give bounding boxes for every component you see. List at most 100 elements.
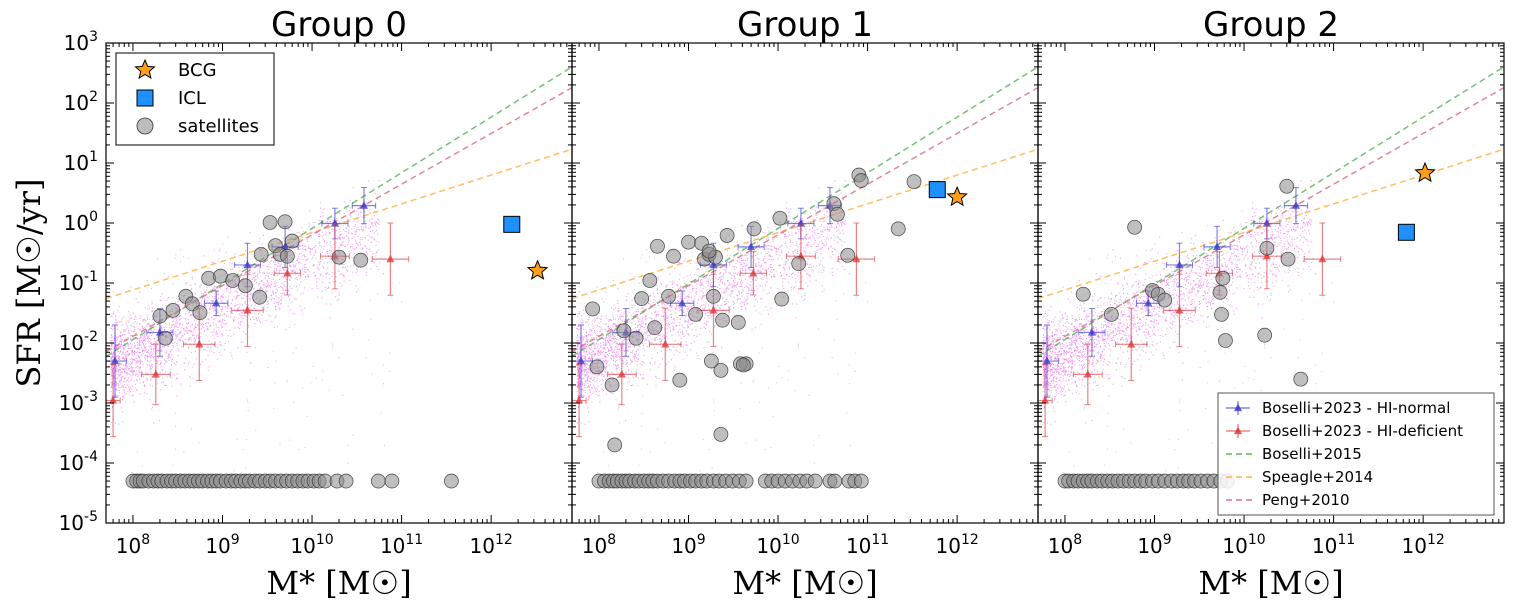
cloud-point <box>233 316 235 318</box>
cloud-point <box>125 346 127 348</box>
cloud-point <box>330 220 332 222</box>
cloud-point <box>791 258 793 260</box>
cloud-point <box>376 230 378 232</box>
cloud-point <box>110 337 112 339</box>
cloud-point <box>276 290 278 292</box>
cloud-point <box>576 375 578 377</box>
cloud-point <box>374 222 376 224</box>
cloud-point <box>762 232 764 234</box>
cloud-point <box>796 245 798 247</box>
cloud-point <box>284 293 286 295</box>
cloud-point <box>204 291 206 293</box>
cloud-point <box>221 333 223 335</box>
cloud-point <box>304 266 306 268</box>
cloud-point <box>758 269 760 271</box>
cloud-point <box>645 332 647 334</box>
cloud-point <box>809 274 811 276</box>
cloud-point <box>729 256 731 258</box>
cloud-point <box>202 324 204 326</box>
cloud-point <box>624 350 626 352</box>
cloud-point <box>242 297 244 299</box>
cloud-point <box>147 339 149 341</box>
cloud-point <box>673 329 675 331</box>
cloud-point <box>110 341 112 343</box>
cloud-point <box>699 320 701 322</box>
cloud-point <box>605 352 607 354</box>
cloud-point <box>673 322 675 324</box>
cloud-point <box>167 345 169 347</box>
cloud-point <box>255 275 257 277</box>
cloud-point <box>110 343 112 345</box>
cloud-point <box>121 343 123 345</box>
cloud-point <box>133 329 135 331</box>
cloud-point <box>152 385 154 387</box>
cloud-point <box>111 313 113 315</box>
cloud-point <box>359 241 361 243</box>
cloud-point <box>275 309 277 311</box>
cloud-point <box>736 294 738 296</box>
cloud-point <box>670 313 672 315</box>
cloud-point <box>176 321 178 323</box>
cloud-point <box>834 180 836 182</box>
cloud-point <box>333 281 335 283</box>
cloud-point <box>178 338 180 340</box>
cloud-point <box>661 339 663 341</box>
cloud-point <box>157 357 159 359</box>
cloud-point <box>844 241 846 243</box>
cloud-point <box>132 337 134 339</box>
cloud-point <box>193 338 195 340</box>
cloud-point <box>195 339 197 341</box>
cloud-point <box>281 267 283 269</box>
cloud-point <box>225 329 227 331</box>
cloud-point <box>246 295 248 297</box>
cloud-point <box>307 269 309 271</box>
cloud-point <box>722 277 724 279</box>
cloud-point <box>593 377 595 379</box>
cloud-point <box>135 335 137 337</box>
cloud-point <box>241 321 243 323</box>
cloud-point <box>842 222 844 224</box>
cloud-point <box>236 295 238 297</box>
cloud-point <box>122 411 124 413</box>
cloud-point <box>581 319 583 321</box>
cloud-point <box>591 346 593 348</box>
cloud-point <box>822 221 824 223</box>
cloud-point <box>177 378 179 380</box>
cloud-point <box>237 295 239 297</box>
cloud-point <box>247 294 249 296</box>
cloud-point <box>301 244 303 246</box>
cloud-point <box>788 222 790 224</box>
cloud-point <box>114 321 116 323</box>
cloud-point <box>653 319 655 321</box>
cloud-point <box>768 292 770 294</box>
cloud-point <box>613 323 615 325</box>
cloud-point <box>132 335 134 337</box>
cloud-point <box>680 285 682 287</box>
cloud-point <box>696 335 698 337</box>
cloud-point <box>583 355 585 357</box>
cloud-point <box>679 318 681 320</box>
cloud-point <box>605 360 607 362</box>
cloud-point <box>840 192 842 194</box>
cloud-point <box>577 384 579 386</box>
cloud-point <box>666 319 668 321</box>
cloud-point <box>205 305 207 307</box>
cloud-point <box>143 384 145 386</box>
cloud-point <box>762 268 764 270</box>
cloud-point <box>808 241 810 243</box>
cloud-point <box>128 368 130 370</box>
cloud-point <box>329 317 331 319</box>
cloud-point <box>218 311 220 313</box>
cloud-point <box>292 312 294 314</box>
cloud-point <box>723 273 725 275</box>
cloud-point <box>139 317 141 319</box>
cloud-point <box>229 310 231 312</box>
cloud-point <box>678 278 680 280</box>
cloud-point <box>274 285 276 287</box>
cloud-point <box>242 449 244 451</box>
cloud-point <box>134 358 136 360</box>
cloud-point <box>299 253 301 255</box>
cloud-point <box>348 238 350 240</box>
cloud-point <box>724 266 726 268</box>
cloud-point <box>585 341 587 343</box>
